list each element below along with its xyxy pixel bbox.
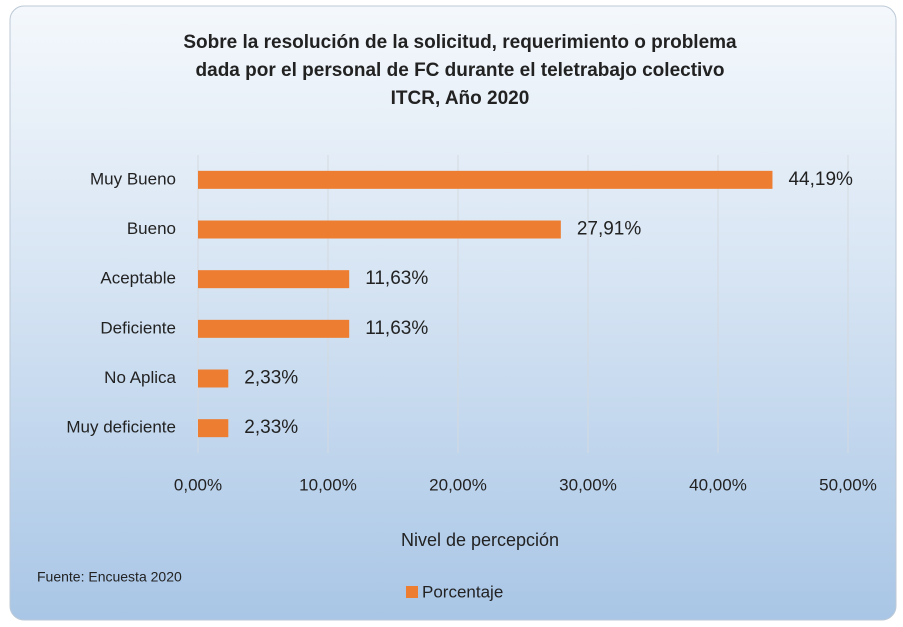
legend-label: Porcentaje: [422, 582, 503, 601]
bar: [198, 369, 229, 388]
data-label: 11,63%: [365, 268, 428, 289]
y-tick-label: Aceptable: [100, 269, 176, 288]
x-tick-label: 50,00%: [819, 475, 877, 494]
y-tick-label: Bueno: [127, 219, 176, 238]
legend-swatch: [406, 586, 418, 598]
chart-background: [9, 5, 897, 621]
x-axis-label: Nivel de percepción: [401, 530, 559, 550]
data-label: 27,91%: [577, 219, 642, 240]
source-note: Fuente: Encuesta 2020: [37, 569, 182, 585]
data-label: 11,63%: [365, 318, 428, 339]
chart-title: dada por el personal de FC durante el te…: [196, 60, 725, 81]
x-tick-label: 10,00%: [299, 475, 357, 494]
bar: [198, 270, 350, 289]
y-tick-label: No Aplica: [104, 368, 176, 387]
x-tick-label: 40,00%: [689, 475, 747, 494]
bar: [198, 319, 350, 338]
x-tick-label: 20,00%: [429, 475, 487, 494]
y-tick-label: Muy Bueno: [90, 169, 176, 188]
data-label: 44,19%: [788, 169, 853, 190]
x-tick-label: 30,00%: [559, 475, 617, 494]
chart-title: ITCR, Año 2020: [391, 88, 530, 109]
x-tick-label: 0,00%: [174, 475, 222, 494]
chart-title: Sobre la resolución de la solicitud, req…: [183, 32, 737, 53]
bar: [198, 170, 773, 189]
bar: [198, 419, 229, 438]
data-label: 2,33%: [244, 368, 298, 389]
data-label: 2,33%: [244, 417, 298, 438]
y-tick-label: Muy deficiente: [66, 418, 176, 437]
y-tick-label: Deficiente: [100, 318, 176, 337]
bar: [198, 220, 561, 239]
